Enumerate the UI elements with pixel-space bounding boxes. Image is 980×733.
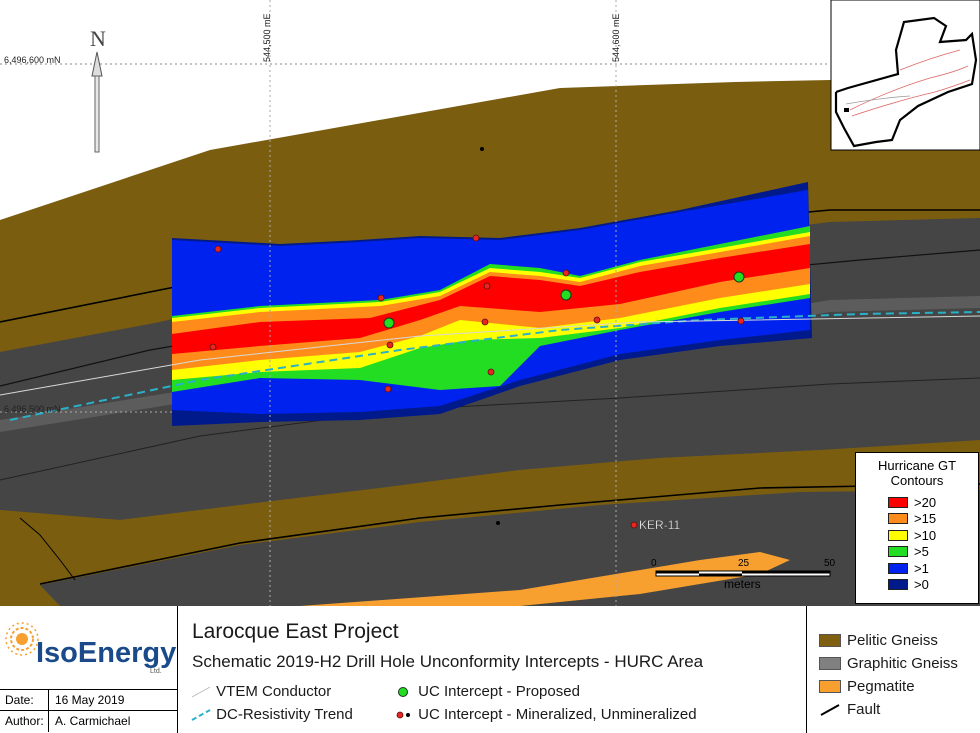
gt-legend-item: >5 xyxy=(888,544,978,561)
uc-intercept-proposed[interactable] xyxy=(383,317,395,329)
dc-resistivity-trend xyxy=(9,311,980,421)
uc-intercept-mineralized[interactable] xyxy=(481,318,489,326)
pegmatite-unit xyxy=(300,552,790,606)
geo-legend-item: Pelitic Gneiss xyxy=(819,630,938,650)
gt-contour-20 xyxy=(172,244,810,354)
scale-bar: 0 25 50 meters xyxy=(651,558,836,591)
vtem-line-icon xyxy=(191,686,211,698)
uc-intercept-mineralized[interactable] xyxy=(386,341,394,349)
northing-top-label: 6,496,600 mN xyxy=(4,55,61,65)
legend-dc-resistivity: DC-Resistivity Trend xyxy=(190,706,353,723)
gt-swatch xyxy=(888,496,908,508)
geo-legend-item: Graphitic Gneiss xyxy=(819,653,958,673)
gt-swatch xyxy=(888,529,908,541)
gt-legend-item: >15 xyxy=(888,511,978,528)
gt-swatch xyxy=(888,546,908,558)
green-dot-icon xyxy=(398,687,408,698)
uc-intercept-mineralized[interactable] xyxy=(483,282,491,290)
author-row: Author: A. Carmichael xyxy=(0,711,178,732)
svg-text:IsoEnergy: IsoEnergy xyxy=(36,637,176,669)
svg-text:meters: meters xyxy=(724,577,761,591)
legend-uc-mineralized: UC Intercept - Mineralized, Unmineralize… xyxy=(394,706,697,723)
date-row: Date: 16 May 2019 xyxy=(0,690,178,711)
gt-legend-item: >20 xyxy=(888,494,978,511)
uc-intercept-proposed[interactable] xyxy=(733,271,745,283)
gt-swatch xyxy=(888,562,908,574)
uc-intercept-proposed[interactable] xyxy=(560,289,572,301)
uc-intercept-mineralized[interactable] xyxy=(209,343,217,351)
north-arrow-icon: N xyxy=(90,26,106,153)
legend-vtem: VTEM Conductor xyxy=(190,683,331,700)
map-frame: 6,496,600 mN 6,496,500 mN 544,500 mE 544… xyxy=(0,0,980,606)
company-logo-icon: IsoEnergy Ltd. xyxy=(5,622,176,675)
svg-text:N: N xyxy=(90,26,106,51)
gt-legend-title: Hurricane GT Contours xyxy=(877,458,957,488)
gt-legend-item: >1 xyxy=(888,560,978,577)
uc-intercept-mineralized[interactable] xyxy=(737,317,745,325)
drill-hole-marker[interactable] xyxy=(480,147,484,151)
project-title: Larocque East Project xyxy=(192,620,399,643)
dc-trend-line-icon xyxy=(191,709,211,721)
uc-intercept-mineralized[interactable] xyxy=(487,368,495,376)
title-block: IsoEnergy Ltd. Date: 16 May 2019 Author: A… xyxy=(0,606,980,733)
vtem-conductor xyxy=(0,315,980,396)
svg-text:25: 25 xyxy=(738,558,750,569)
uc-intercept-mineralized[interactable] xyxy=(593,316,601,324)
uc-intercept-mineralized[interactable] xyxy=(214,245,222,253)
northing-bottom-label: 6,496,500 mN xyxy=(4,404,61,414)
geo-legend-item: Fault xyxy=(819,699,880,719)
gt-legend-item: >0 xyxy=(888,577,978,594)
svg-text:Ltd.: Ltd. xyxy=(150,668,162,675)
easting-left-label: 544,500 mE xyxy=(262,13,272,62)
uc-intercept-mineralized[interactable] xyxy=(377,294,385,302)
geo-swatch xyxy=(819,633,841,647)
legend-uc-proposed: UC Intercept - Proposed xyxy=(394,683,580,700)
geo-swatch xyxy=(819,656,841,670)
drill-hole-marker[interactable] xyxy=(496,521,500,525)
uc-intercept-mineralized[interactable] xyxy=(630,521,638,529)
geology-legend: Pelitic Gneiss Graphitic Gneiss Pegmatit… xyxy=(806,606,980,733)
drill-hole-label: KER-11 xyxy=(639,518,680,532)
svg-text:50: 50 xyxy=(824,558,836,569)
svg-text:0: 0 xyxy=(651,558,657,569)
gt-contour-legend: Hurricane GT Contours >20 >15 >10 >5 >1 … xyxy=(855,452,979,604)
gt-swatch xyxy=(888,513,908,525)
uc-intercept-mineralized[interactable] xyxy=(472,234,480,242)
inset-location-map xyxy=(830,0,980,151)
geo-swatch xyxy=(819,679,841,693)
gt-swatch xyxy=(888,579,908,591)
fault-line-icon xyxy=(820,703,840,716)
geo-legend-item: Pegmatite xyxy=(819,676,915,696)
map-canvas: 6,496,600 mN 6,496,500 mN 544,500 mE 544… xyxy=(0,0,980,606)
company-logo: IsoEnergy Ltd. xyxy=(0,606,178,690)
easting-right-label: 544,600 mE xyxy=(611,13,621,62)
red-black-dots-icon xyxy=(396,711,410,719)
document-meta: Date: 16 May 2019 Author: A. Carmichael xyxy=(0,690,178,733)
gt-legend-item: >10 xyxy=(888,527,978,544)
uc-intercept-mineralized[interactable] xyxy=(384,385,392,393)
map-subtitle: Schematic 2019-H2 Drill Hole Unconformit… xyxy=(192,652,704,671)
uc-intercept-mineralized[interactable] xyxy=(562,269,570,277)
